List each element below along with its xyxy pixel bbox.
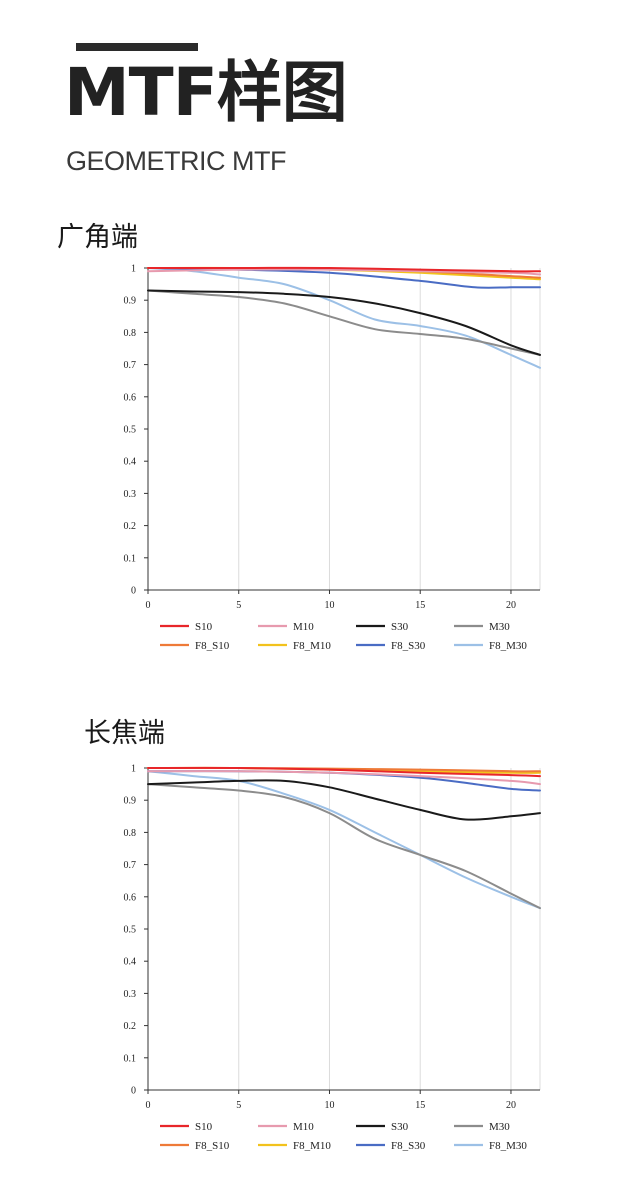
x-tick-label: 20 xyxy=(506,1100,516,1111)
y-tick-label: 0.9 xyxy=(124,796,137,807)
x-tick-label: 5 xyxy=(236,1100,241,1111)
y-tick-label: 0.8 xyxy=(124,328,137,339)
y-tick-label: 1 xyxy=(131,764,136,775)
x-tick-label: 10 xyxy=(324,1100,334,1111)
series-line-s30 xyxy=(147,779,541,821)
header-accent-bar xyxy=(76,43,198,51)
series-line-m30 xyxy=(147,289,541,356)
legend-label: F8_S30 xyxy=(391,1140,426,1152)
mtf-chart-tele: 00.10.20.30.40.50.60.70.80.910 5 10 15 20S10… xyxy=(124,764,541,1152)
y-tick-label: 0.4 xyxy=(124,957,137,968)
legend-label: M10 xyxy=(293,1121,314,1133)
series-line-s30 xyxy=(147,289,541,356)
y-tick-label: 0.2 xyxy=(124,521,137,532)
series-line-m10 xyxy=(147,770,541,786)
y-tick-label: 0.3 xyxy=(124,989,137,1000)
y-tick-label: 1 xyxy=(131,264,136,275)
y-tick-label: 0.1 xyxy=(124,553,137,564)
series-line-s10 xyxy=(147,266,541,273)
x-tick-label: 0 xyxy=(146,600,151,611)
y-tick-label: 0.3 xyxy=(124,489,137,500)
series-line-s10 xyxy=(147,766,541,778)
y-tick-label: 0.6 xyxy=(124,892,137,903)
y-tick-label: 0.1 xyxy=(124,1053,137,1064)
x-tick-label: 10 xyxy=(324,600,334,611)
x-tick-label: 5 xyxy=(236,600,241,611)
y-tick-label: 0 xyxy=(131,586,136,597)
legend-label: F8_M10 xyxy=(293,1140,331,1152)
page-title: MTF样图 xyxy=(64,54,348,131)
legend-label: F8_M30 xyxy=(489,1140,527,1152)
legend-label: S30 xyxy=(391,621,409,633)
x-tick-label: 15 xyxy=(415,1100,425,1111)
legend-label: M30 xyxy=(489,621,510,633)
legend-label: S10 xyxy=(195,621,213,633)
y-tick-label: 0 xyxy=(131,1086,136,1097)
legend-label: F8_M30 xyxy=(489,640,527,652)
legend-label: S10 xyxy=(195,1121,213,1133)
legend-label: F8_S10 xyxy=(195,640,230,652)
series-line-m30 xyxy=(147,783,541,910)
y-tick-label: 0.2 xyxy=(124,1021,137,1032)
y-tick-label: 0.7 xyxy=(124,360,137,371)
x-tick-label: 0 xyxy=(146,1100,151,1111)
x-tick-label: 20 xyxy=(506,600,516,611)
y-tick-label: 0.7 xyxy=(124,860,137,871)
y-tick-label: 0.8 xyxy=(124,828,137,839)
x-tick-label: 15 xyxy=(415,600,425,611)
series-line-m10 xyxy=(147,268,541,276)
y-tick-label: 0.5 xyxy=(124,425,137,436)
page-subtitle: GEOMETRIC MTF xyxy=(66,146,286,176)
y-tick-label: 0.9 xyxy=(124,296,137,307)
y-tick-label: 0.6 xyxy=(124,392,137,403)
legend-label: F8_S10 xyxy=(195,1140,230,1152)
series-line-f8-m30 xyxy=(147,267,541,369)
legend-label: M30 xyxy=(489,1121,510,1133)
legend-label: S30 xyxy=(391,1121,409,1133)
mtf-chart-wide: 00.10.20.30.40.50.60.70.80.910 5 10 15 20S10… xyxy=(124,264,541,652)
y-tick-label: 0.5 xyxy=(124,925,137,936)
legend-label: M10 xyxy=(293,621,314,633)
chart-title-wide: 广角端 xyxy=(57,222,138,253)
legend-label: F8_M10 xyxy=(293,640,331,652)
chart-title-tele: 长焦端 xyxy=(84,718,165,749)
series-line-f8-m30 xyxy=(147,770,541,910)
y-tick-label: 0.4 xyxy=(124,457,137,468)
legend-label: F8_S30 xyxy=(391,640,426,652)
